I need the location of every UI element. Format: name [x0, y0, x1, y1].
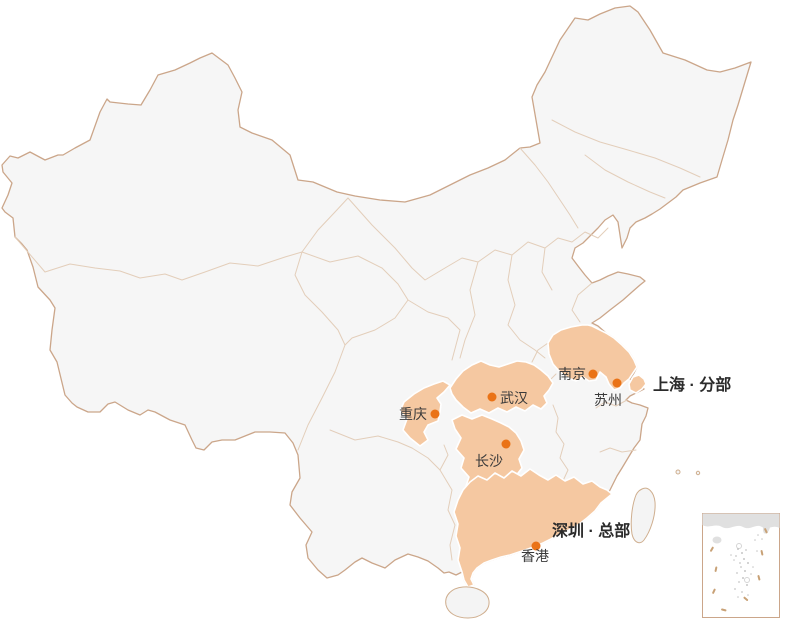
city-labels: 重庆 武汉 南京 苏州 长沙 香港 上海 · 分部 深圳 · 总部: [399, 366, 731, 564]
city-dot-nanjing[interactable]: [588, 369, 598, 379]
city-dot-chongqing[interactable]: [430, 409, 440, 419]
province-chongqing[interactable]: [399, 380, 451, 447]
province-hubei[interactable]: [449, 360, 554, 414]
nine-dash-line: [710, 528, 768, 612]
east-sea-islet: [675, 469, 681, 475]
province-jiangsu[interactable]: [547, 324, 638, 391]
china-mainland: [1, 5, 752, 588]
highlighted-provinces: [399, 324, 647, 588]
taiwan-island: [630, 487, 656, 544]
city-label-nanjing: 南京: [558, 366, 586, 382]
city-label-hongkong: 香港: [521, 548, 549, 564]
province-borders: [14, 119, 701, 561]
hainan-island: [445, 586, 490, 619]
office-label-shenzhen-headquarters: 深圳 · 总部: [552, 521, 630, 540]
city-dot-changsha[interactable]: [501, 439, 511, 449]
inset-coastline: [702, 513, 780, 529]
office-label-shanghai-branch: 上海 · 分部: [653, 375, 731, 394]
province-guangdong[interactable]: [453, 468, 613, 588]
city-label-suzhou: 苏州: [594, 392, 622, 408]
city-markers: [430, 369, 622, 551]
city-label-changsha: 长沙: [475, 453, 503, 469]
inset-hainan: [712, 536, 722, 544]
city-dot-suzhou[interactable]: [612, 378, 622, 388]
city-label-chongqing: 重庆: [399, 406, 427, 422]
city-label-wuhan: 武汉: [500, 390, 528, 406]
city-dot-wuhan[interactable]: [487, 392, 497, 402]
east-sea-islet: [695, 470, 701, 476]
islands: [445, 469, 701, 619]
city-dot-hongkong[interactable]: [531, 541, 541, 551]
province-shanghai[interactable]: [628, 374, 647, 394]
south-china-sea-inset: [702, 513, 780, 618]
inset-islands: [730, 534, 763, 598]
